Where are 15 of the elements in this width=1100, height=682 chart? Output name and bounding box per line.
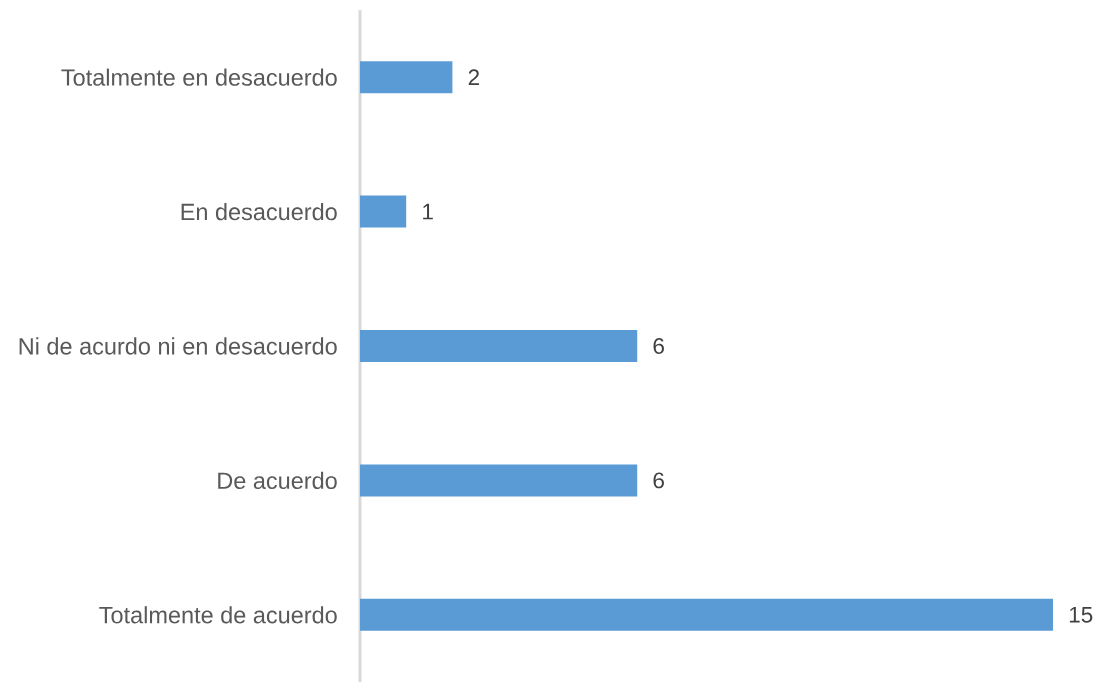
data-label: 6 <box>653 472 664 489</box>
y-tick-label: En desacuerdo <box>181 202 337 221</box>
data-label: 1 <box>423 203 433 220</box>
bar <box>360 598 1054 631</box>
y-tick-label: Totalmente de acuerdo <box>99 606 337 624</box>
y-tick-label: Totalmente en desacuerdo <box>61 68 337 86</box>
y-tick-label: De acuerdo <box>218 471 337 490</box>
data-label: 6 <box>653 338 664 354</box>
bar <box>360 195 407 228</box>
y-tick-label: Ni de acurdo ni en desacuerdo <box>19 337 337 355</box>
data-label: 15 <box>1069 606 1093 623</box>
bar <box>360 61 453 94</box>
bar <box>360 330 638 363</box>
data-label: 2 <box>468 69 479 86</box>
bar <box>360 464 638 497</box>
